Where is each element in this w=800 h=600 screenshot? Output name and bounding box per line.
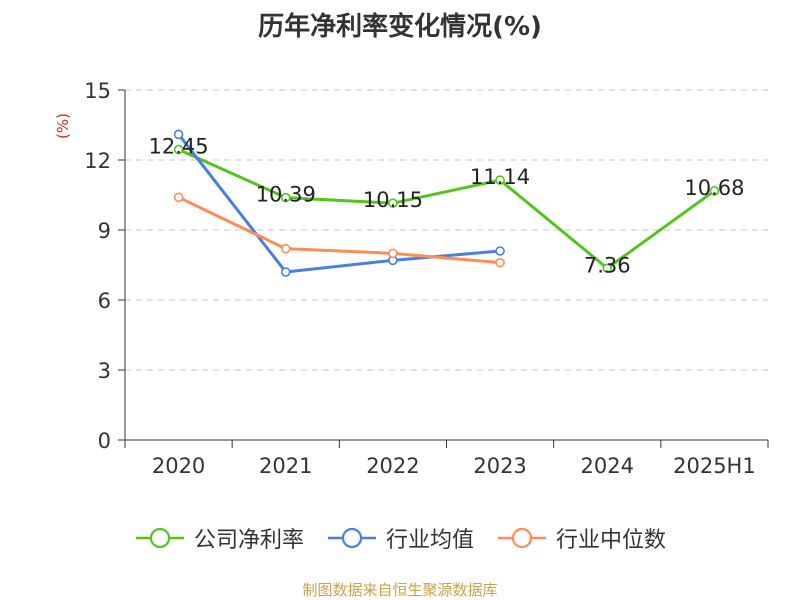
x-tick-label: 2023 — [473, 454, 526, 478]
data-point — [709, 186, 720, 196]
x-tick-label: 2024 — [581, 454, 634, 478]
x-tick-label: 2021 — [259, 454, 312, 478]
data-point — [173, 192, 184, 203]
x-tick-label: 2022 — [366, 454, 419, 478]
y-tick-label: 12 — [84, 149, 111, 173]
data-point — [602, 263, 613, 274]
legend-label: 行业中位数 — [556, 528, 667, 553]
y-axis-title: (%) — [54, 113, 72, 139]
series-line — [177, 132, 502, 274]
data-label: 10.15 — [363, 188, 423, 212]
x-tick-label: 2020 — [152, 454, 205, 478]
legend-swatch — [327, 527, 376, 549]
data-point — [495, 246, 505, 256]
series-line — [177, 148, 716, 270]
legend-item[interactable]: 行业均值 — [326, 522, 474, 554]
data-point — [388, 248, 398, 259]
data-point — [388, 198, 398, 208]
data-label: 11.14 — [470, 165, 530, 189]
y-tick-label: 15 — [84, 79, 111, 103]
data-point — [173, 129, 184, 140]
legend-label: 公司净利率 — [193, 528, 304, 553]
grid-lines — [125, 89, 768, 371]
data-point — [280, 192, 291, 203]
legend-item[interactable]: 行业中位数 — [496, 522, 666, 554]
data-labels: 12.45 10.39 10.15 11.14 7.36 10.68 — [149, 135, 745, 278]
axes: 0 3 6 9 12 15 2020 2021 2022 2023 2024 2025H1 — [84, 79, 769, 478]
series-line — [177, 195, 502, 265]
data-point — [495, 175, 505, 185]
chart-title: 历年净利率变化情况(%) — [258, 12, 542, 42]
data-label: 10.39 — [256, 183, 316, 207]
data-label: 7.36 — [584, 253, 631, 277]
data-point — [173, 144, 184, 155]
y-tick-label: 3 — [98, 359, 111, 383]
data-point — [280, 243, 291, 254]
legend-label: 行业均值 — [385, 528, 474, 553]
source-note: 制图数据来自恒生聚源数据库 — [302, 581, 498, 599]
data-point — [280, 267, 291, 277]
legend: 公司净利率 行业均值 行业中位数 — [0, 520, 800, 556]
data-label: 10.68 — [684, 176, 744, 200]
y-tick-label: 9 — [98, 219, 111, 243]
y-tick-label: 0 — [98, 429, 111, 453]
legend-swatch — [498, 527, 546, 549]
data-point — [495, 257, 505, 268]
legend-item[interactable]: 公司净利率 — [134, 522, 304, 554]
series-lines — [173, 129, 720, 277]
data-label: 12.45 — [149, 135, 209, 159]
y-tick-label: 6 — [98, 289, 111, 313]
legend-swatch — [135, 527, 184, 549]
x-tick-label: 2025H1 — [673, 454, 756, 478]
